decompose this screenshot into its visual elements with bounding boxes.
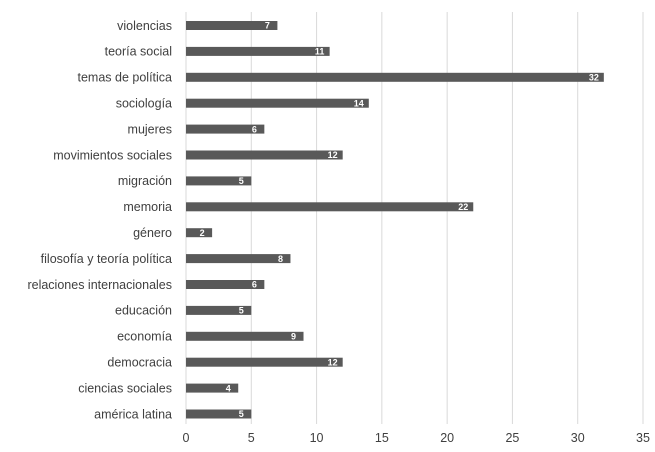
data-label-violencias: 7: [265, 21, 270, 31]
bar-américa-latina: [186, 409, 252, 419]
data-label-movimientos-sociales: 12: [328, 150, 338, 160]
data-label-temas-de-política: 32: [589, 73, 599, 83]
x-tick-label-10: 10: [310, 431, 324, 445]
data-label-filosofía-y-teoría-política: 8: [278, 254, 283, 264]
data-label-migración: 5: [239, 176, 244, 186]
bar-filosofía-y-teoría-política: [186, 254, 291, 264]
bar-violencias: [186, 21, 278, 30]
bar-democracia: [186, 357, 343, 367]
data-label-sociología: 14: [354, 98, 364, 108]
x-tick-label-35: 35: [636, 431, 650, 445]
bar-migración: [186, 176, 252, 186]
data-label-teoría-social: 11: [315, 47, 325, 57]
bar-educación: [186, 305, 252, 315]
category-label-democracia: democracia: [107, 356, 172, 370]
x-tick-label-5: 5: [248, 431, 255, 445]
category-label-américa-latina: américa latina: [94, 407, 172, 421]
bar-relaciones-internacionales: [186, 280, 265, 289]
category-label-relaciones-internacionales: relaciones internacionales: [27, 278, 172, 292]
bar-memoria: [186, 202, 474, 212]
category-label-violencias: violencias: [117, 19, 172, 33]
data-label-género: 2: [200, 228, 205, 238]
x-tick-label-20: 20: [440, 431, 454, 445]
data-label-economía: 9: [291, 332, 296, 342]
bar-movimientos-sociales: [186, 150, 343, 160]
data-label-ciencias-sociales: 4: [226, 383, 231, 393]
data-label-democracia: 12: [328, 357, 338, 367]
x-tick-label-30: 30: [571, 431, 585, 445]
category-label-migración: migración: [118, 174, 172, 188]
data-label-américa-latina: 5: [239, 409, 244, 419]
category-labels: violencias teoría social temas de política…: [27, 19, 173, 421]
category-label-economía: economía: [117, 330, 172, 344]
data-label-relaciones-internacionales: 6: [252, 280, 257, 290]
bar-temas-de-política: [186, 72, 604, 82]
x-tick-labels: 0 5 10 15 20 25 30 35: [183, 431, 650, 445]
category-label-sociología: sociología: [116, 97, 172, 111]
bar-teoría-social: [186, 46, 330, 56]
category-label-memoria: memoria: [123, 200, 172, 214]
category-label-filosofía-y-teoría-política: filosofía y teoría política: [41, 252, 172, 266]
category-label-género: género: [133, 226, 172, 240]
category-label-educación: educación: [115, 304, 172, 318]
x-tick-label-25: 25: [505, 431, 519, 445]
bar-sociología: [186, 98, 369, 108]
bar-mujeres: [186, 124, 265, 134]
bar-economía: [186, 331, 304, 341]
data-label-mujeres: 6: [252, 124, 257, 134]
x-tick-label-15: 15: [375, 431, 389, 445]
category-label-mujeres: mujeres: [128, 122, 172, 136]
data-label-educación: 5: [239, 306, 244, 316]
category-label-movimientos-sociales: movimientos sociales: [53, 148, 172, 162]
category-label-teoría-social: teoría social: [105, 45, 172, 59]
data-label-memoria: 22: [458, 202, 468, 212]
bar-género: [186, 228, 213, 238]
category-label-temas-de-política: temas de política: [78, 71, 173, 85]
category-label-ciencias-sociales: ciencias sociales: [78, 381, 172, 395]
bar-ciencias-sociales: [186, 383, 239, 393]
x-tick-label-0: 0: [183, 431, 190, 445]
